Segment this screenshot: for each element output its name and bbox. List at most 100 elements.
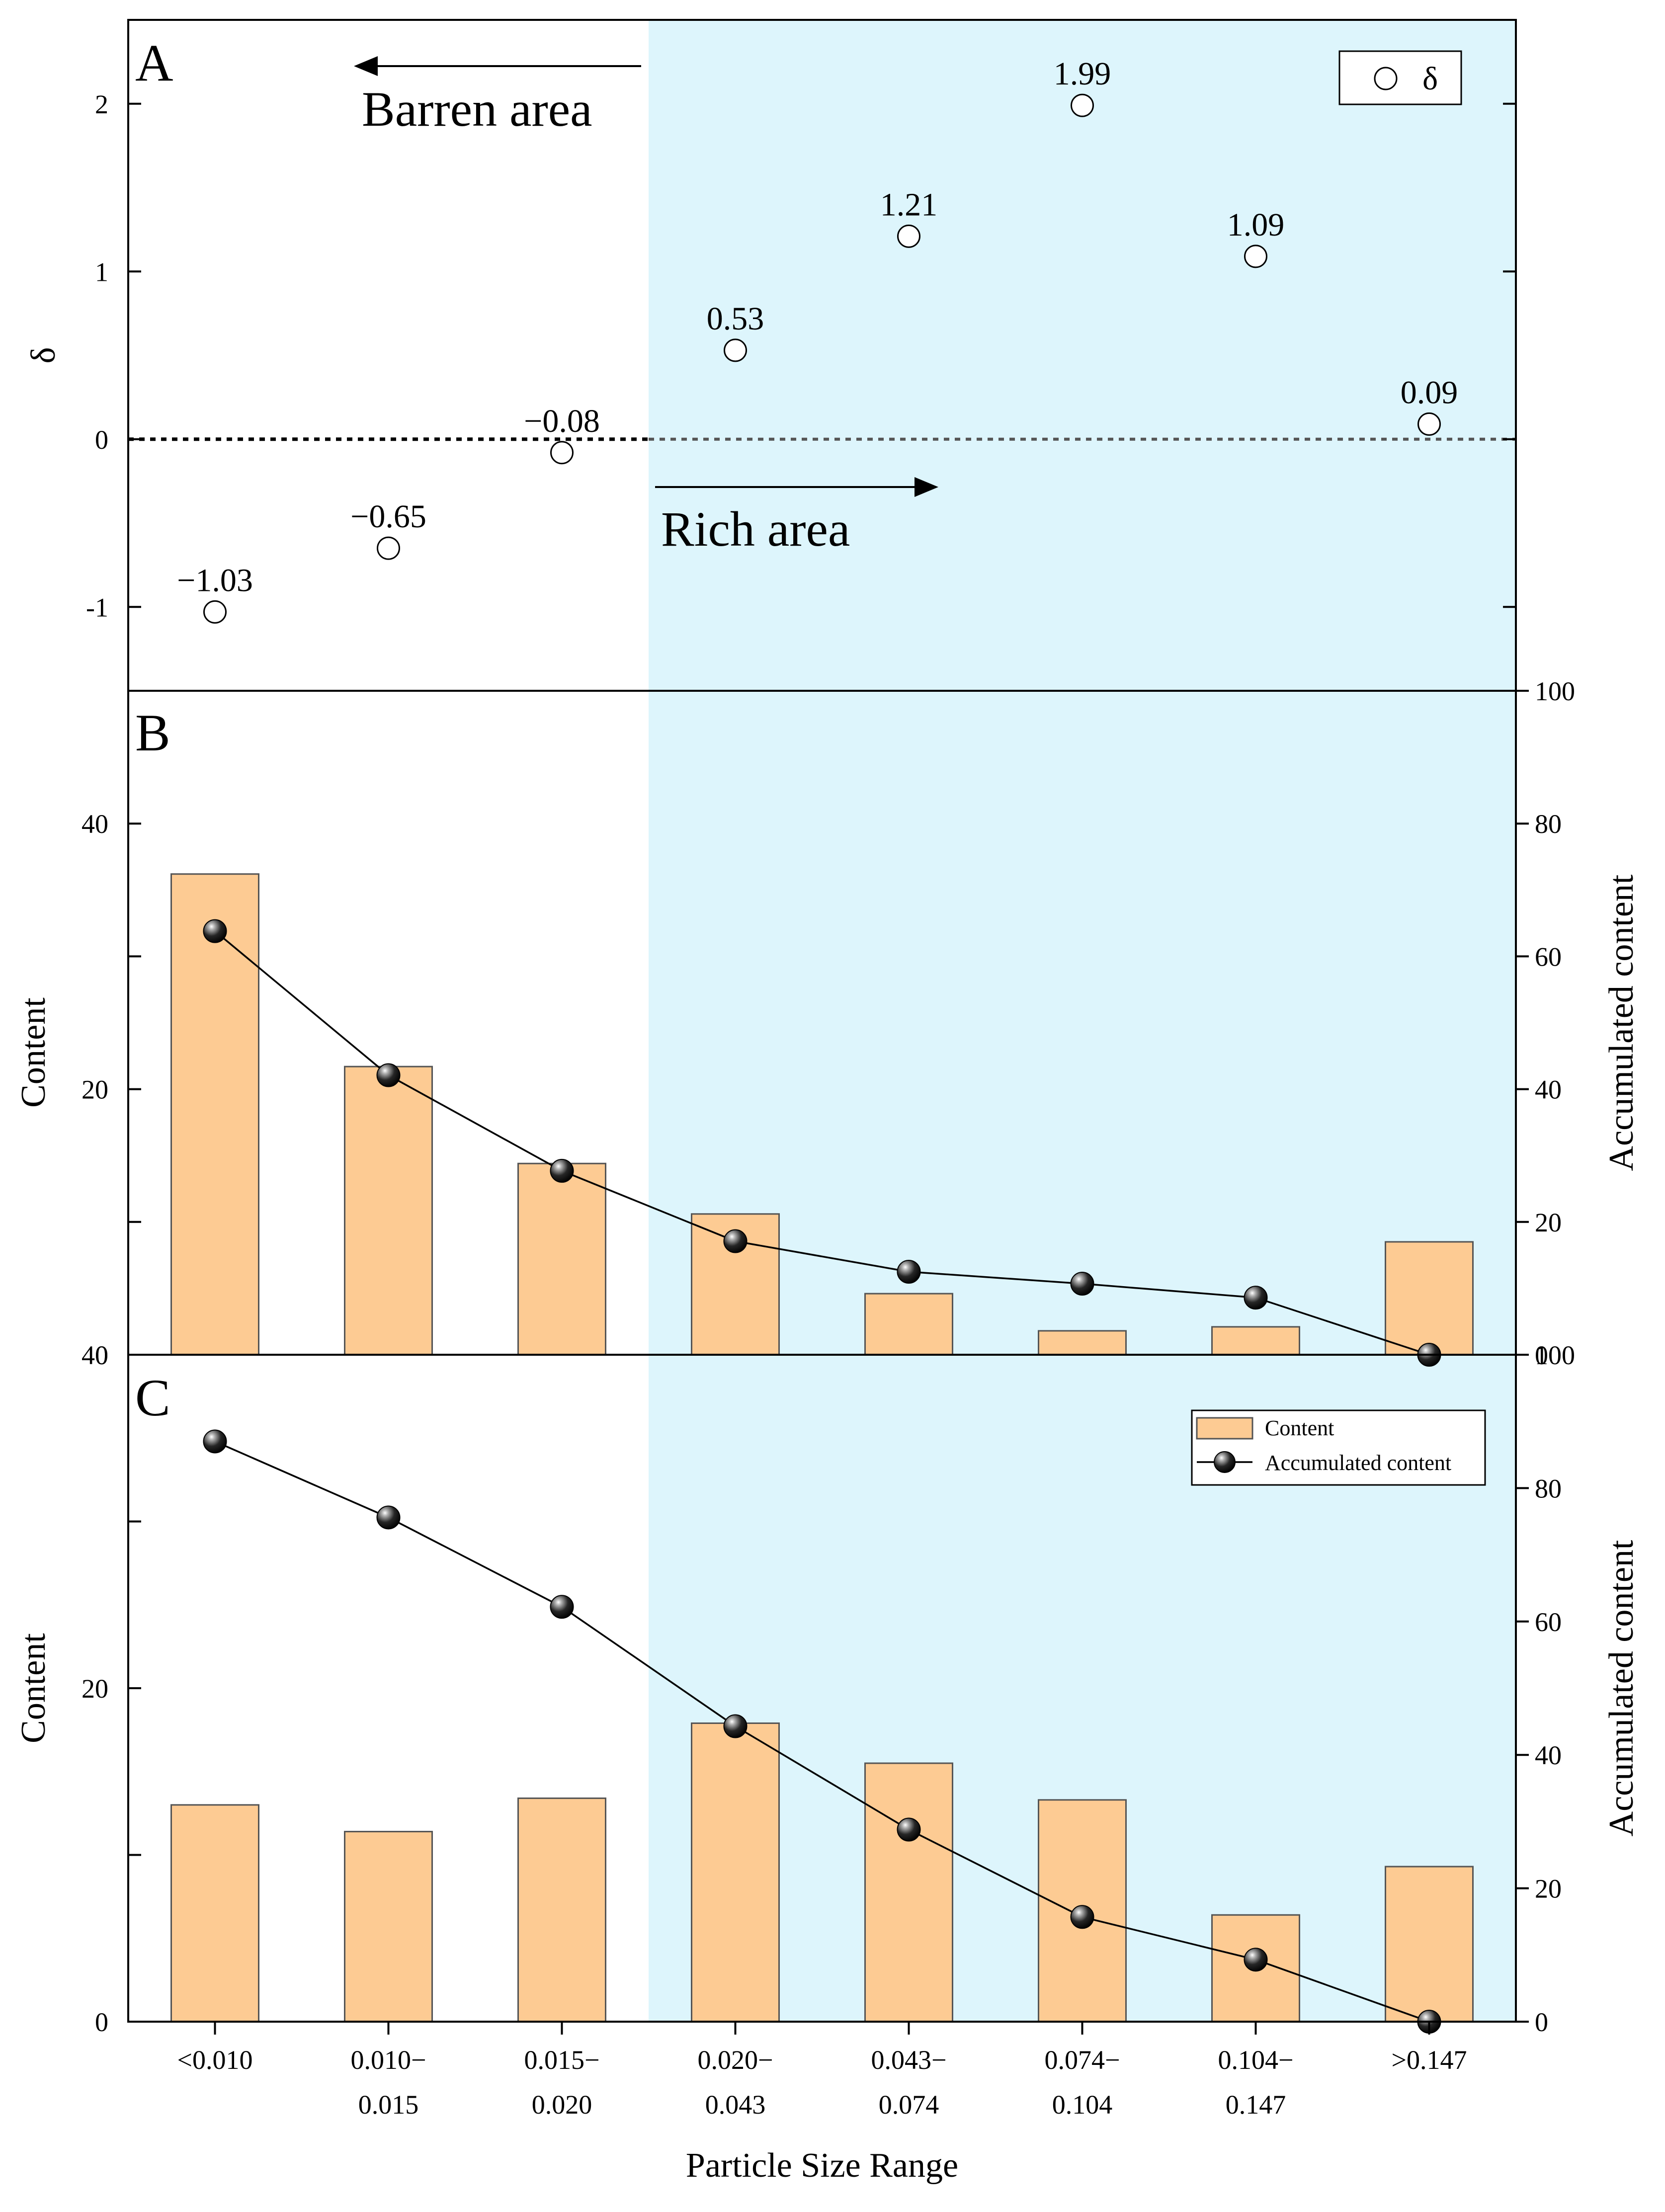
content-bar (344, 1065, 433, 1356)
y-tick-label-right: 60 (1535, 942, 1562, 972)
y-tick-label-right: 0 (1535, 2007, 1548, 2037)
y-tick-label-right: 80 (1535, 809, 1562, 839)
y-axis-title-c-right: Accumulated content (1602, 1540, 1641, 1836)
x-tick-label: 0.020− (698, 2045, 773, 2075)
delta-data-label: 1.09 (1227, 207, 1285, 243)
content-bar (1038, 1330, 1127, 1356)
x-tick-label: 0.074 (879, 2090, 939, 2120)
x-tick-label: 0.015− (524, 2045, 600, 2075)
delta-data-label: −0.65 (350, 498, 426, 535)
panel-label-c: C (135, 1369, 170, 1427)
delta-point (203, 600, 227, 624)
content-bar (1385, 1866, 1474, 2023)
content-bar (517, 1797, 606, 2023)
delta-point (897, 224, 920, 248)
accumulated-content-point (723, 1229, 748, 1253)
delta-point (550, 441, 574, 465)
x-tick-label: 0.074− (1045, 2045, 1120, 2075)
barren-area-label: Barren area (362, 82, 592, 137)
accumulated-content-point (203, 919, 227, 943)
y-tick-label-a: 1 (95, 257, 108, 287)
delta-point (1071, 93, 1094, 117)
x-tick-label: 0.020 (532, 2090, 592, 2120)
content-bar (691, 1722, 780, 2023)
accumulated-content-point (1244, 1948, 1268, 1972)
x-axis-title: Particle Size Range (686, 2146, 958, 2185)
delta-data-label: 1.21 (880, 186, 938, 223)
x-tick-label: 0.147 (1226, 2090, 1286, 2120)
accumulated-content-point (723, 1714, 748, 1738)
y-axis-title-a: δ (24, 347, 63, 364)
accumulated-content-point (1070, 1905, 1094, 1929)
panel-label-a: A (135, 34, 173, 92)
y-tick-label-right: 0 (1535, 1340, 1548, 1370)
y-tick-label-right: 20 (1535, 1874, 1562, 1904)
rich-area-label: Rich area (661, 501, 850, 557)
y-tick-label-left: 40 (82, 1340, 108, 1370)
content-bar (170, 1804, 259, 2023)
y-tick-label-a: -1 (86, 592, 108, 622)
y-axis-title-b-right: Accumulated content (1602, 874, 1641, 1171)
y-axis-title-b-left: Content (14, 997, 53, 1108)
accumulated-content-point (376, 1063, 401, 1087)
delta-data-label: −1.03 (177, 562, 253, 598)
delta-data-label: 0.09 (1401, 374, 1458, 410)
y-tick-label-left: 20 (82, 1075, 108, 1105)
legend-box-a (1338, 50, 1462, 105)
plot-frame (127, 19, 1517, 2023)
accumulated-content-line (214, 1440, 1430, 2023)
y-tick-label-left: 0 (95, 2007, 108, 2037)
content-bar (170, 873, 259, 1356)
delta-data-label: −0.08 (524, 403, 600, 439)
y-tick-label-left: 0 (95, 1340, 108, 1370)
content-bar (1385, 1241, 1474, 1356)
y-tick-label-right: 20 (1535, 1208, 1562, 1237)
delta-point (724, 338, 747, 362)
x-tick-label: >0.147 (1392, 2045, 1467, 2075)
y-tick-label-a: 0 (95, 425, 108, 455)
y-tick-label-right: 100 (1535, 676, 1575, 706)
legend-swatch-content (1196, 1417, 1253, 1440)
y-tick-label-right: 40 (1535, 1075, 1562, 1105)
accumulated-content-point (897, 1260, 921, 1284)
accumulated-content-point (897, 1817, 921, 1842)
x-tick-label: 0.015 (358, 2090, 419, 2120)
x-tick-label: 0.043 (705, 2090, 766, 2120)
panel-label-b: B (135, 704, 170, 762)
accumulated-content-point (1244, 1286, 1268, 1310)
y-tick-label-right: 60 (1535, 1607, 1562, 1637)
delta-point (1417, 412, 1441, 436)
y-tick-label-right: 40 (1535, 1740, 1562, 1770)
legend-marker-delta (1374, 67, 1398, 90)
content-bar (344, 1831, 433, 2023)
x-tick-label: 0.104 (1052, 2090, 1113, 2120)
legend-label-accumulated: Accumulated content (1265, 1451, 1451, 1475)
accumulated-content-line (214, 930, 1430, 1356)
content-bar (864, 1762, 953, 2023)
accumulated-content-point (376, 1505, 401, 1530)
rich-area-background (649, 20, 1516, 2022)
x-tick-label: <0.010 (177, 2045, 253, 2075)
delta-point (1244, 245, 1267, 268)
accumulated-content-point (550, 1158, 574, 1183)
y-tick-label-left: 40 (82, 809, 108, 839)
x-tick-label: 0.104− (1218, 2045, 1294, 2075)
legend-label-content: Content (1265, 1416, 1334, 1440)
x-tick-label: 0.010− (351, 2045, 426, 2075)
accumulated-content-point (550, 1595, 574, 1619)
legend-marker-accumulated (1214, 1451, 1236, 1473)
y-tick-label-a: 2 (95, 89, 108, 119)
accumulated-content-point (1070, 1272, 1094, 1296)
content-bar (517, 1162, 606, 1356)
y-tick-label-right: 100 (1535, 1340, 1575, 1370)
y-tick-label-left: 20 (82, 1674, 108, 1704)
legend-label-delta: δ (1422, 61, 1438, 97)
content-bar (864, 1293, 953, 1356)
content-bar (1211, 1326, 1300, 1356)
delta-data-label: 1.99 (1054, 56, 1111, 92)
content-bar (1038, 1799, 1127, 2023)
accumulated-content-point (203, 1429, 227, 1454)
delta-point (377, 536, 400, 560)
x-tick-label: 0.043− (871, 2045, 947, 2075)
